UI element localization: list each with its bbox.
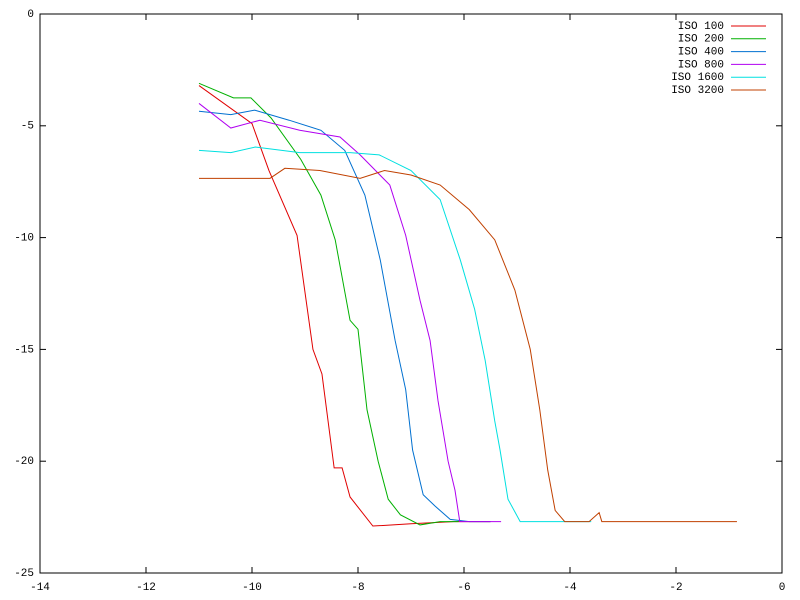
series-line: [198, 109, 491, 523]
y-tick-label: 0: [27, 9, 34, 21]
x-tick-label: -14: [30, 582, 50, 594]
y-tick-label: -15: [14, 344, 34, 356]
series-line: [198, 82, 459, 526]
legend-label: ISO 100: [678, 21, 724, 33]
x-tick-label: 0: [779, 582, 786, 594]
series-line: [198, 103, 502, 523]
y-tick-label: -25: [14, 568, 34, 580]
y-tick-label: -20: [14, 456, 34, 468]
x-tick-label: -12: [136, 582, 156, 594]
x-tick-label: -8: [351, 582, 364, 594]
plot-frame: [39, 13, 783, 574]
y-tick-label: -10: [14, 233, 34, 245]
y-tick-label: -5: [21, 121, 34, 133]
x-tick-label: -6: [457, 582, 470, 594]
x-tick-label: -10: [242, 582, 262, 594]
series-line: [198, 146, 592, 523]
legend-label: ISO 800: [678, 59, 724, 71]
legend-label: ISO 3200: [671, 85, 724, 97]
legend-label: ISO 1600: [671, 72, 724, 84]
legend-label: ISO 200: [678, 34, 724, 46]
legend-label: ISO 400: [678, 47, 724, 59]
series-line: [198, 85, 491, 527]
series-line: [199, 167, 737, 523]
x-tick-label: -4: [563, 582, 577, 594]
x-tick-label: -2: [669, 582, 682, 594]
